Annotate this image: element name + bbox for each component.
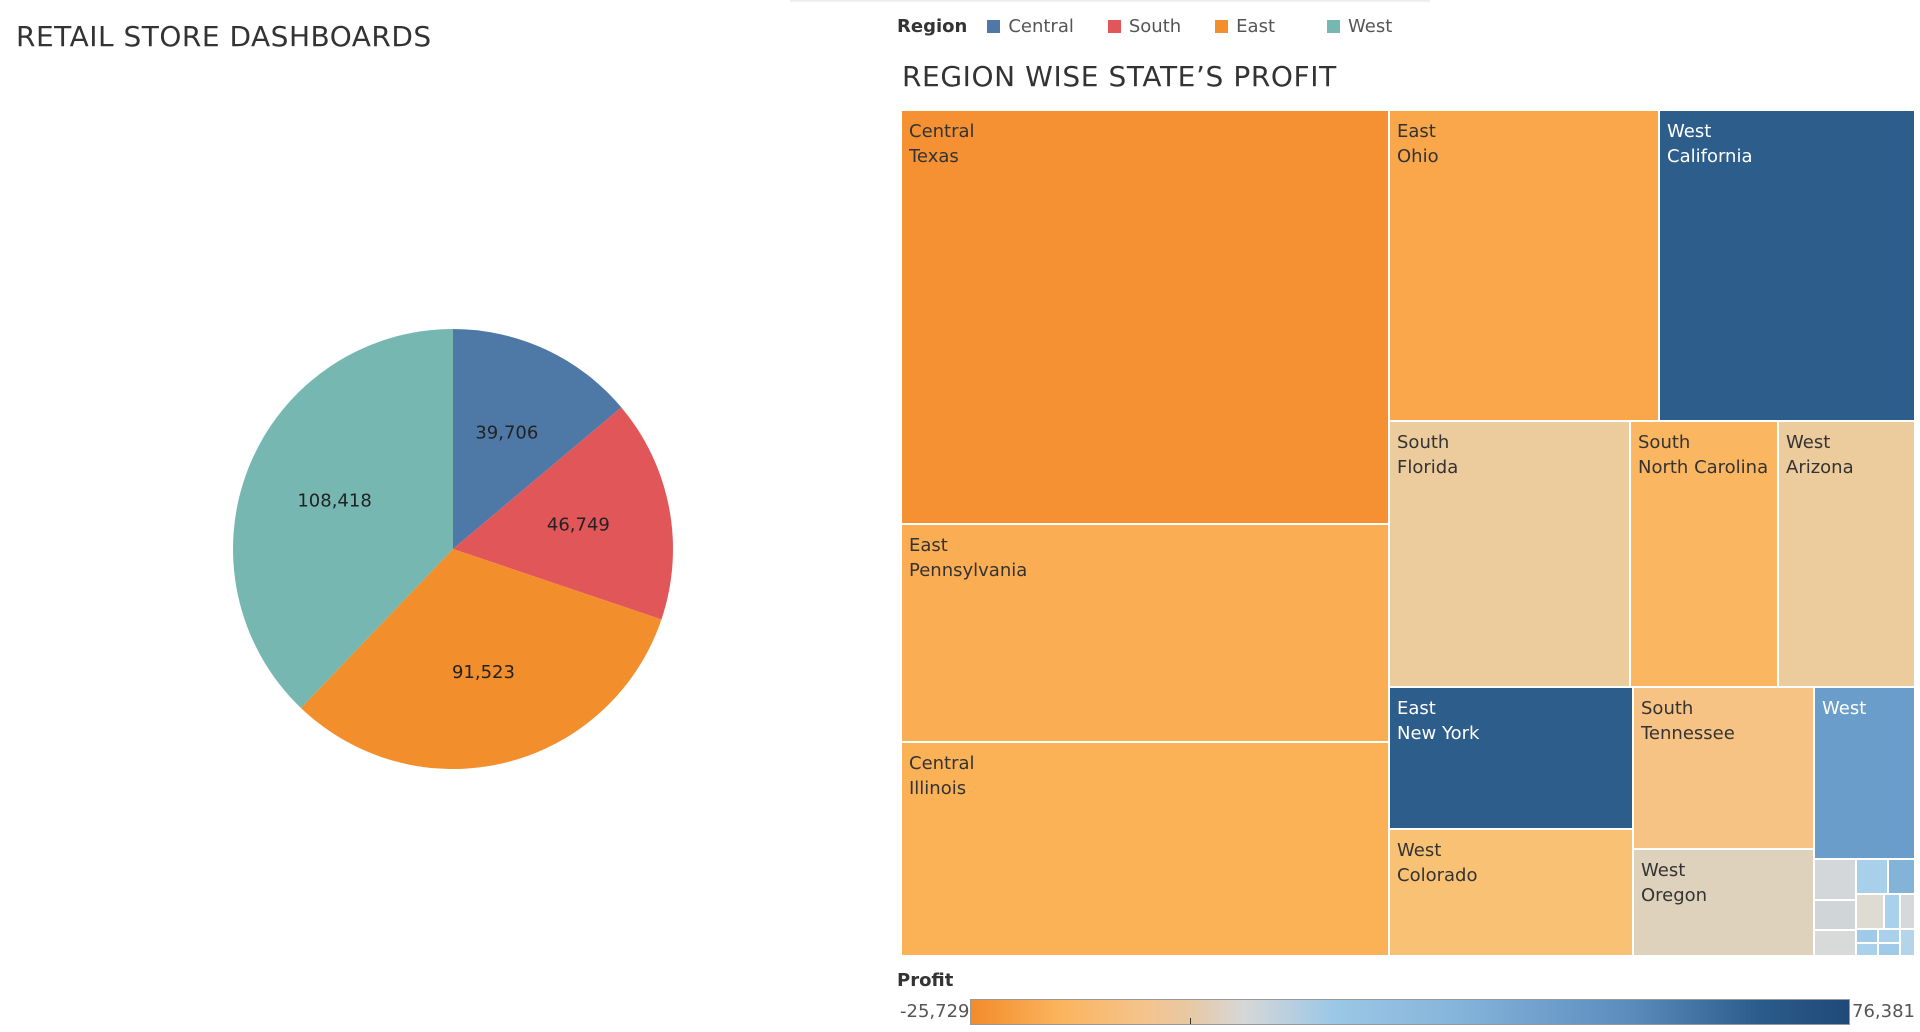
pie-slice-east[interactable] (300, 549, 662, 769)
state-profit-treemap: Central Texas East Ohio West California … (901, 110, 1915, 956)
tile-region: East (1397, 698, 1436, 719)
treemap-tile-colorado[interactable]: West Colorado (1389, 829, 1633, 956)
legend-swatch (1107, 19, 1121, 33)
legend-item-west[interactable]: West (1327, 16, 1392, 37)
treemap-tile-ohio[interactable]: East Ohio (1389, 110, 1659, 421)
tile-state: Florida (1397, 457, 1459, 478)
pie-slice-south[interactable] (453, 407, 673, 620)
tile-region: South (1641, 698, 1694, 719)
dashboard-title: RETAIL STORE DASHBOARDS (16, 20, 432, 53)
legend-swatch (987, 19, 1001, 33)
treemap-tile-west-small[interactable]: West (1814, 687, 1915, 859)
tile-region: West (1786, 432, 1831, 453)
tile-region: South (1397, 432, 1450, 453)
profit-legend-title: Profit (897, 970, 954, 991)
treemap-tile-new-york[interactable]: East New York (1389, 687, 1633, 829)
treemap-tile-small[interactable] (1814, 930, 1856, 956)
treemap-tile-small[interactable] (1888, 859, 1915, 894)
treemap-tile-small[interactable] (1900, 929, 1915, 956)
treemap-tile-north-carolina[interactable]: South North Carolina (1630, 421, 1778, 687)
profit-legend-max: 76,381 (1852, 1001, 1915, 1022)
tile-state: Ohio (1397, 146, 1439, 167)
pie-slice-west[interactable] (233, 329, 453, 709)
treemap-tile-small[interactable] (1856, 859, 1888, 894)
tile-region: East (909, 535, 948, 556)
tile-state: California (1667, 146, 1753, 167)
tile-region: South (1638, 432, 1691, 453)
treemap-tile-small[interactable] (1856, 929, 1878, 943)
top-shadow (790, 0, 1430, 3)
region-legend: Region Central South East West (897, 14, 1426, 38)
pie-slice-central[interactable] (453, 329, 622, 549)
treemap-title: REGION WISE STATE’S PROFIT (902, 60, 1337, 93)
treemap-tile-small[interactable] (1884, 894, 1900, 929)
tile-state: Illinois (909, 778, 967, 799)
treemap-tile-small[interactable] (1814, 900, 1856, 930)
legend-label: West (1348, 15, 1393, 37)
treemap-tile-tennessee[interactable]: South Tennessee (1633, 687, 1814, 849)
profit-legend-min: -25,729 (900, 1001, 970, 1022)
legend-label: East (1236, 15, 1276, 37)
legend-swatch (1215, 19, 1229, 33)
pie-label-south: 46,749 (547, 514, 610, 535)
treemap-tile-small[interactable] (1878, 943, 1900, 956)
treemap-tile-arizona[interactable]: West Arizona (1778, 421, 1915, 687)
legend-item-central[interactable]: Central (987, 16, 1074, 37)
treemap-tile-small[interactable] (1856, 894, 1884, 929)
pie-label-central: 39,706 (475, 422, 538, 443)
legend-swatch (1327, 19, 1341, 33)
treemap-tile-texas[interactable]: Central Texas (901, 110, 1389, 524)
tile-state: Colorado (1397, 865, 1478, 886)
treemap-tile-illinois[interactable]: Central Illinois (901, 742, 1389, 956)
tile-region: West (1667, 121, 1712, 142)
treemap-tile-small[interactable] (1856, 943, 1878, 956)
treemap-tile-oregon[interactable]: West Oregon (1633, 849, 1814, 956)
legend-label: South (1128, 15, 1182, 37)
tile-state: North Carolina (1638, 457, 1769, 478)
tile-region: West (1641, 860, 1686, 881)
tile-region: West (1822, 698, 1867, 719)
legend-item-south[interactable]: South (1107, 15, 1182, 37)
treemap-tile-florida[interactable]: South Florida (1389, 421, 1630, 687)
tile-state: Arizona (1786, 457, 1854, 478)
tile-state: Oregon (1641, 885, 1708, 906)
legend-label: Central (1008, 15, 1074, 37)
tile-state: Texas (909, 146, 959, 167)
tile-state: Pennsylvania (909, 560, 1028, 581)
tile-region: Central (909, 753, 975, 774)
legend-title: Region (897, 15, 968, 37)
pie-label-east: 91,523 (452, 662, 515, 683)
pie-label-west: 108,418 (297, 490, 371, 511)
treemap-tile-small[interactable] (1814, 859, 1856, 900)
tile-region: East (1397, 121, 1436, 142)
tile-region: West (1397, 840, 1442, 861)
treemap-tile-small[interactable] (1900, 894, 1915, 929)
profit-zero-tick (1190, 1018, 1191, 1024)
treemap-tile-small[interactable] (1878, 929, 1900, 943)
tile-state: New York (1397, 723, 1480, 744)
legend-item-east[interactable]: East (1215, 16, 1275, 37)
profit-color-scale (970, 999, 1850, 1025)
treemap-tile-california[interactable]: West California (1659, 110, 1915, 421)
treemap-tile-pennsylvania[interactable]: East Pennsylvania (901, 524, 1389, 742)
tile-state: Tennessee (1641, 723, 1735, 744)
tile-region: Central (909, 121, 975, 142)
region-pie-chart: 39,706 46,749 91,523 108,418 (233, 329, 673, 769)
